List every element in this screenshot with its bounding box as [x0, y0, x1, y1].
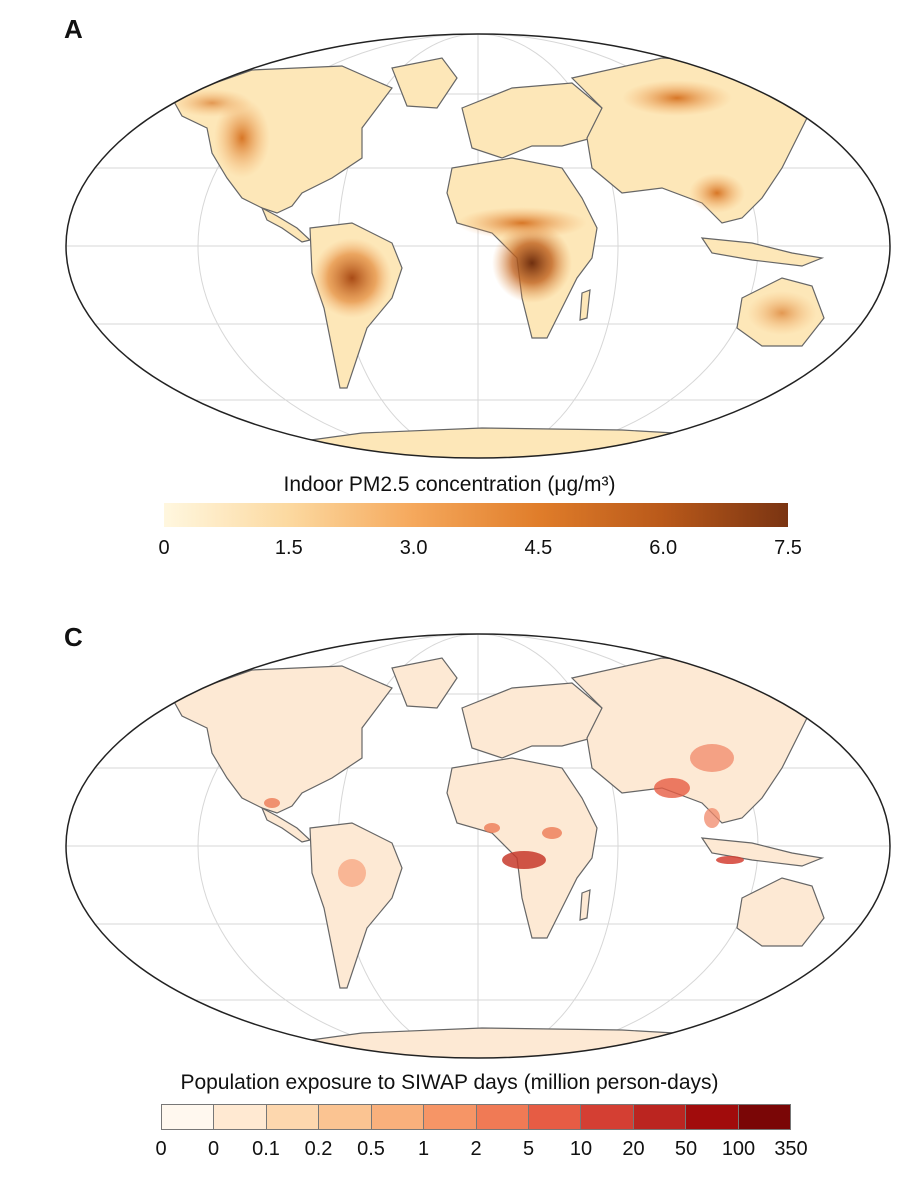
colorbar-c-bin — [424, 1105, 477, 1129]
world-map-population-exposure — [65, 633, 891, 1059]
southeast-asia-islands — [700, 237, 825, 267]
north-america — [171, 65, 393, 214]
south-america — [309, 822, 403, 989]
hotspot-central-africa — [502, 851, 546, 869]
colorbar-a-tick: 6.0 — [649, 537, 678, 559]
colorbar-c-bin — [214, 1105, 267, 1129]
colorbar-c-bin — [528, 1105, 582, 1129]
asia — [570, 657, 823, 824]
hotspot-indochina — [704, 808, 720, 828]
colorbar-c-tick: 100 — [721, 1138, 756, 1160]
hotspot-mexico — [264, 798, 280, 808]
antarctica — [251, 1027, 784, 1058]
panel-a-label: A — [64, 14, 83, 44]
north-america — [171, 665, 393, 814]
colorbar-c-tick: 50 — [674, 1138, 698, 1160]
colorbar-c-bin — [162, 1105, 215, 1129]
colorbar-c-bin — [476, 1105, 529, 1129]
hotspot-west-africa — [484, 823, 500, 833]
madagascar — [579, 889, 591, 921]
colorbar-c-tick: 0 — [207, 1138, 220, 1160]
hotspot-india — [654, 778, 690, 798]
colorbar-c-tick: 0.5 — [357, 1138, 385, 1160]
colorbar-c-tick: 0.1 — [252, 1138, 280, 1160]
colorbar-c-title: Population exposure to SIWAP days (milli… — [180, 1071, 719, 1094]
continents-c — [171, 657, 825, 1058]
colorbar-a-tick: 3.0 — [399, 537, 428, 559]
colorbar-c-bin — [319, 1105, 372, 1129]
panel-c-label: C — [64, 622, 83, 652]
colorbar-c-tick: 10 — [569, 1138, 593, 1160]
central-america — [260, 206, 312, 243]
madagascar — [579, 289, 591, 321]
europe — [461, 82, 603, 159]
colorbar-c-bin — [686, 1105, 739, 1129]
southeast-asia-islands — [700, 837, 825, 867]
colorbar-c-bin — [581, 1105, 634, 1129]
hotspot-east-africa — [542, 827, 562, 839]
greenland — [391, 57, 458, 109]
colorbar-c-tick: 2 — [470, 1138, 482, 1160]
colorbar-c-bins — [161, 1104, 791, 1130]
hotspot-china — [690, 744, 734, 772]
colorbar-a-tick: 4.5 — [524, 537, 553, 559]
colorbar-c-bin — [633, 1105, 687, 1129]
europe — [461, 682, 603, 759]
colorbar-c-tick: 20 — [622, 1138, 645, 1160]
colorbar-c-bin — [738, 1105, 791, 1129]
hotspot-java — [716, 856, 744, 864]
colorbar-c-tick: 1 — [417, 1138, 430, 1160]
concentration-hotspots — [172, 80, 817, 335]
central-america — [260, 806, 312, 843]
colorbar-c-tick: 0.2 — [304, 1138, 333, 1160]
antarctica — [251, 427, 784, 458]
colorbar-c-tick: 5 — [522, 1138, 535, 1160]
hotspot-brazil — [338, 859, 366, 887]
colorbar-a-gradient — [164, 503, 788, 527]
colorbar-c-bin — [266, 1105, 320, 1129]
colorbar-a-title: Indoor PM2.5 concentration (μg/m³) — [283, 473, 616, 496]
colorbar-a-tick: 0 — [158, 537, 170, 559]
colorbar-c-tick: 0 — [155, 1138, 167, 1160]
exposure-hotspots — [264, 744, 744, 887]
colorbar-a-tick: 7.5 — [774, 537, 802, 559]
colorbar-c-tick: 350 — [774, 1138, 808, 1160]
map-outline — [65, 33, 891, 459]
africa — [446, 757, 598, 939]
colorbar-a-tick: 1.5 — [274, 537, 303, 559]
world-map-indoor-pm25 — [65, 33, 891, 459]
colorbar-c-bin — [371, 1105, 425, 1129]
greenland — [391, 657, 458, 709]
map-outline-c — [65, 633, 891, 1059]
australia — [736, 877, 825, 947]
